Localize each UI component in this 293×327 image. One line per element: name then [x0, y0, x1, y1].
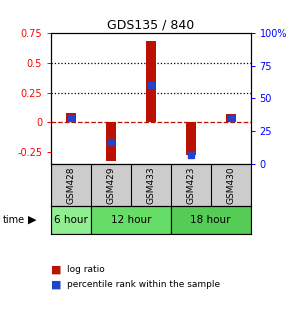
Text: GSM428: GSM428	[67, 166, 76, 204]
Title: GDS135 / 840: GDS135 / 840	[107, 19, 195, 31]
Text: ■: ■	[51, 280, 62, 289]
Bar	[51, 206, 91, 234]
Text: 18 hour: 18 hour	[190, 215, 231, 225]
Text: time: time	[3, 215, 25, 225]
Text: log ratio: log ratio	[67, 265, 105, 274]
Text: 12 hour: 12 hour	[111, 215, 151, 225]
Text: GSM430: GSM430	[226, 166, 235, 204]
Text: percentile rank within the sample: percentile rank within the sample	[67, 280, 221, 289]
Bar	[186, 122, 196, 155]
Text: ■: ■	[51, 265, 62, 275]
Bar	[226, 114, 236, 122]
Bar	[66, 113, 76, 122]
Bar	[171, 206, 251, 234]
Bar	[106, 122, 116, 161]
Text: ▶: ▶	[28, 215, 36, 225]
Text: GSM429: GSM429	[107, 166, 115, 204]
Bar	[146, 41, 156, 122]
Bar	[91, 206, 171, 234]
Text: 6 hour: 6 hour	[54, 215, 88, 225]
Text: GSM423: GSM423	[186, 166, 195, 204]
Text: GSM433: GSM433	[146, 166, 155, 204]
